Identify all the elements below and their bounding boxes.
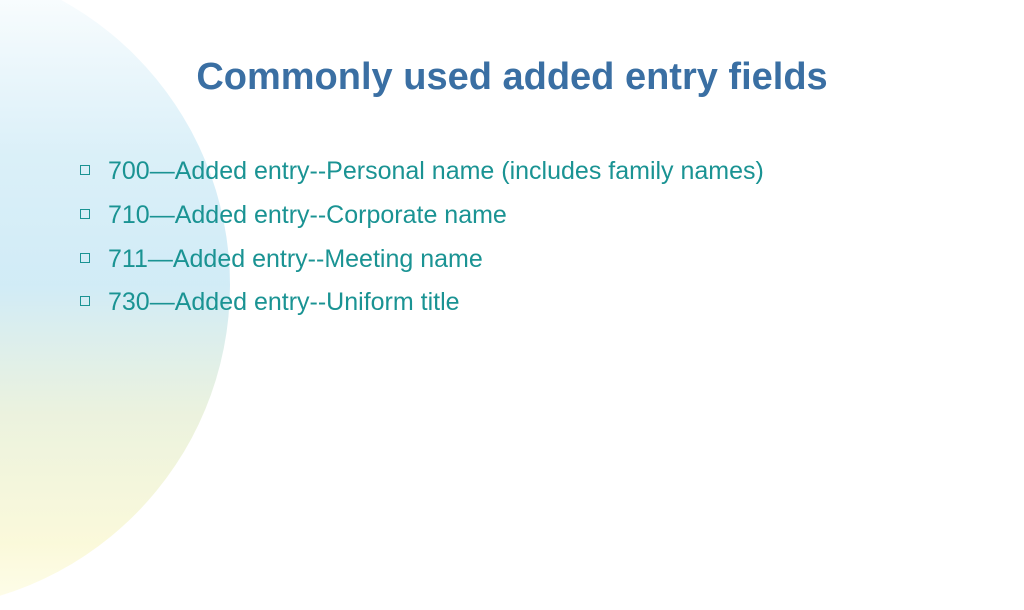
bullet-marker-icon <box>80 296 90 306</box>
list-item: 710—Added entry--Corporate name <box>80 199 964 233</box>
bullet-text: 710—Added entry--Corporate name <box>108 199 507 233</box>
list-item: 711—Added entry--Meeting name <box>80 243 964 277</box>
bullet-marker-icon <box>80 253 90 263</box>
bullet-text: 711—Added entry--Meeting name <box>108 243 483 277</box>
list-item: 730—Added entry--Uniform title <box>80 286 964 320</box>
list-item: 700—Added entry--Personal name (includes… <box>80 155 964 189</box>
slide-title: Commonly used added entry fields <box>0 56 1024 99</box>
bullet-marker-icon <box>80 165 90 175</box>
bullet-marker-icon <box>80 209 90 219</box>
bullet-text: 700—Added entry--Personal name (includes… <box>108 155 764 189</box>
bullet-text: 730—Added entry--Uniform title <box>108 286 460 320</box>
bullet-list: 700—Added entry--Personal name (includes… <box>80 155 964 330</box>
